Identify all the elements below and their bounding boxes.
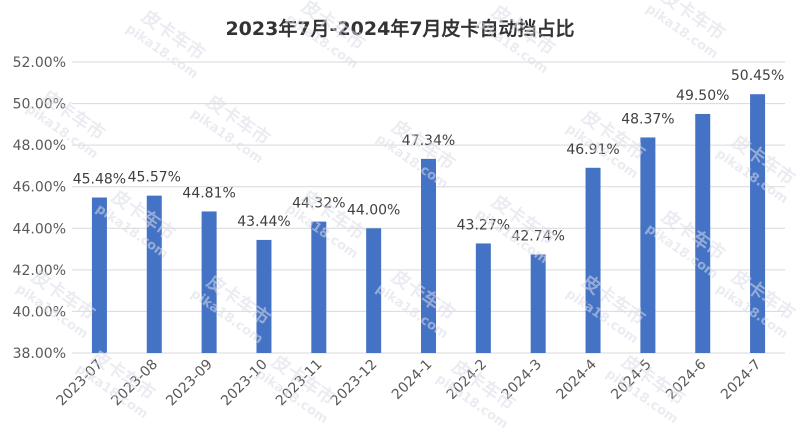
bar	[146, 195, 162, 353]
x-tick-label: 2023-12	[328, 357, 381, 410]
data-label: 47.34%	[402, 133, 455, 149]
bar	[421, 158, 436, 353]
y-tick-label: 40.00%	[13, 304, 66, 320]
y-tick-label: 44.00%	[13, 221, 66, 237]
data-label: 44.81%	[182, 185, 235, 201]
data-label: 42.74%	[511, 228, 564, 244]
bar	[530, 254, 546, 353]
bar	[640, 137, 656, 353]
data-label: 43.44%	[237, 214, 290, 230]
data-label: 48.37%	[621, 111, 674, 127]
data-label: 44.00%	[347, 202, 400, 218]
bar	[585, 167, 601, 353]
data-label: 45.57%	[128, 170, 181, 186]
y-tick-label: 46.00%	[13, 180, 66, 196]
bar	[91, 197, 107, 353]
data-label: 49.50%	[676, 88, 729, 104]
bar	[311, 221, 327, 353]
x-tick-label: 2024-1	[389, 357, 435, 403]
y-tick-label: 42.00%	[13, 263, 66, 279]
bars	[91, 94, 766, 353]
data-label: 44.32%	[292, 196, 345, 212]
chart-title: 2023年7月-2024年7月皮卡自动挡占比	[225, 18, 575, 40]
y-tick-label: 50.00%	[13, 97, 66, 113]
y-axis-ticks: 38.00% 40.00% 42.00% 44.00% 46.00% 48.00% 50.0…	[13, 55, 66, 362]
data-labels: 45.48% 45.57%44.81%43.44%44.32% 44.00% 47.3…	[73, 68, 785, 244]
data-label: 43.27%	[457, 217, 510, 233]
data-label: 50.45%	[731, 68, 784, 84]
bar	[201, 211, 217, 353]
y-tick-label: 48.00%	[13, 138, 66, 154]
bar	[256, 239, 272, 353]
bar	[366, 228, 382, 353]
bar	[475, 243, 491, 353]
x-tick-label: 2024-4	[553, 356, 599, 402]
data-label: 46.91%	[566, 142, 619, 158]
data-label: 45.48%	[73, 172, 126, 188]
y-tick-label: 38.00%	[13, 346, 66, 362]
x-tick-label: 2023-09	[163, 357, 216, 410]
bar	[750, 94, 766, 353]
y-tick-label: 52.00%	[13, 55, 66, 71]
bar	[695, 113, 711, 353]
x-tick-label: 2024-7	[718, 357, 764, 403]
